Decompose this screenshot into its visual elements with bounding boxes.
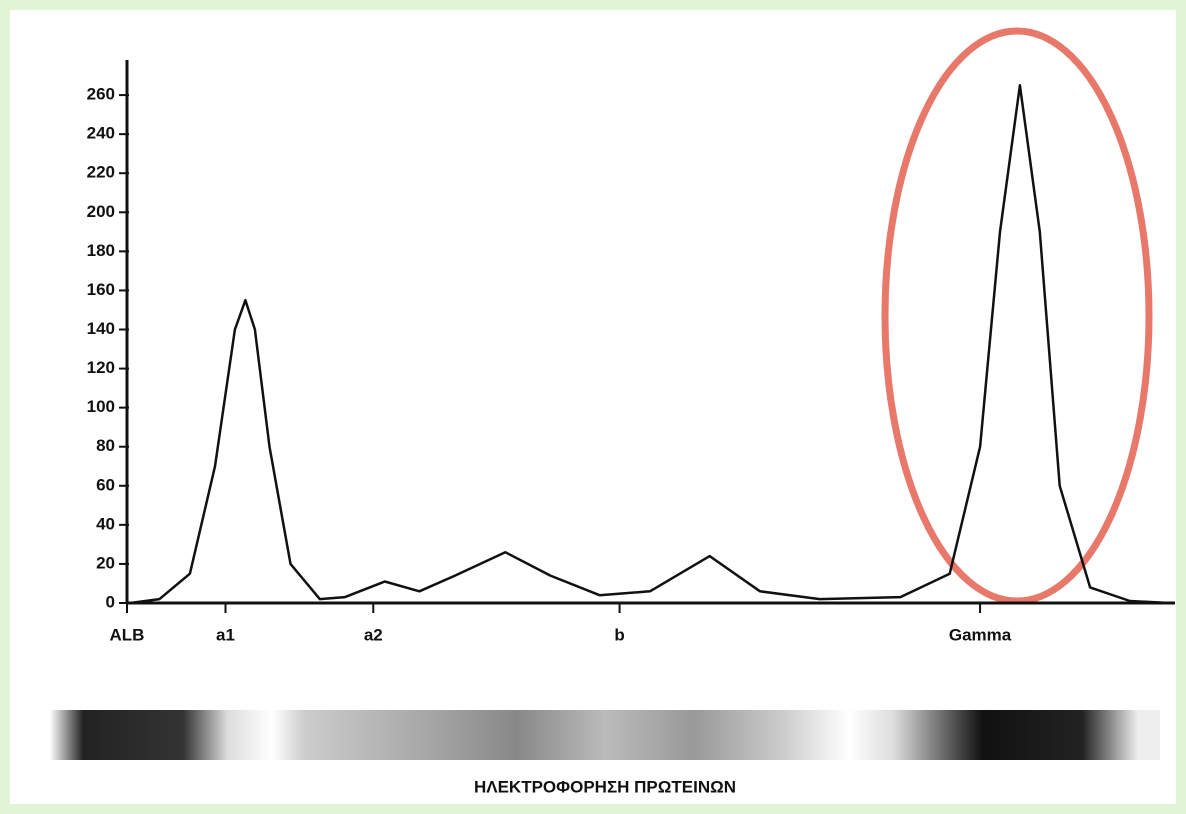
chart-panel: ΗΛΕΚΤΡΟΦΟΡΗΣΗ ΠΡΩΤΕΙΝΩΝ 0 20 40 60 80 100 120 1… bbox=[10, 10, 1176, 804]
y-tick-label: 120 bbox=[87, 358, 115, 377]
y-tick-label: 80 bbox=[96, 436, 115, 455]
y-tick-label: 160 bbox=[87, 280, 115, 299]
curve bbox=[130, 85, 1170, 603]
y-tick-label: 200 bbox=[87, 202, 115, 221]
y-tick-label: 100 bbox=[87, 397, 115, 416]
page: {"chart_data": {"type": "line", "title":… bbox=[0, 0, 1186, 814]
y-tick-label: 20 bbox=[96, 553, 115, 572]
x-tick-label: Gamma bbox=[949, 625, 1012, 644]
x-tick-label: b bbox=[614, 625, 624, 644]
chart-title: ΗΛΕΚΤΡΟΦΟΡΗΣΗ ΠΡΩΤΕΙΝΩΝ bbox=[474, 777, 736, 796]
y-tick-label: 240 bbox=[87, 124, 115, 143]
chart: ΗΛΕΚΤΡΟΦΟΡΗΣΗ ΠΡΩΤΕΙΝΩΝ 0 20 40 60 80 100 120 1… bbox=[10, 10, 1176, 804]
y-tick-label: 0 bbox=[106, 592, 115, 611]
y-tick-label: 180 bbox=[87, 241, 115, 260]
y-tick-label: 140 bbox=[87, 319, 115, 338]
gel-band bbox=[50, 710, 1160, 760]
x-tick-label: a2 bbox=[364, 625, 383, 644]
y-tick-label: 220 bbox=[87, 163, 115, 182]
y-tick-label: 60 bbox=[96, 475, 115, 494]
y-tick-label: 40 bbox=[96, 514, 115, 533]
x-tick-label: ALB bbox=[110, 625, 145, 644]
highlight-ellipse bbox=[885, 31, 1149, 601]
x-tick-label: a1 bbox=[216, 625, 235, 644]
y-tick-label: 260 bbox=[87, 85, 115, 104]
